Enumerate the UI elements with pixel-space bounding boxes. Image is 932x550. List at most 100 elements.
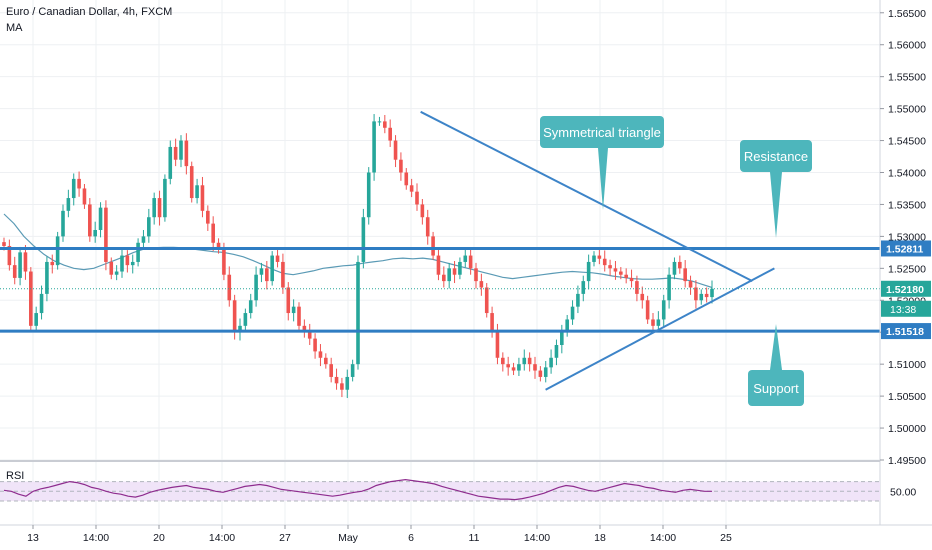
current-price-tag xyxy=(881,280,931,297)
candle-61 xyxy=(329,357,333,383)
y-tick-label-1: 1.56000 xyxy=(888,40,926,52)
candle-48 xyxy=(259,262,264,283)
candle-body xyxy=(50,261,55,266)
candle-body xyxy=(608,265,612,269)
candle-7 xyxy=(39,285,44,320)
candle-body xyxy=(576,293,580,307)
y-tick-label-0: 1.56500 xyxy=(888,8,926,20)
candle-87 xyxy=(468,247,473,275)
candle-body xyxy=(206,210,210,224)
candle-63 xyxy=(340,377,344,398)
candle-body xyxy=(281,261,285,288)
candle-body xyxy=(619,271,623,275)
candle-body xyxy=(683,268,687,282)
candle-body xyxy=(383,121,387,128)
candle-body xyxy=(699,293,704,301)
candle-body xyxy=(517,364,521,371)
candle-body xyxy=(404,172,409,186)
resistance-callout-pointer xyxy=(770,172,782,238)
candle-14 xyxy=(77,171,81,197)
candle-96 xyxy=(517,357,521,376)
resistance-price-tag-label: 1.52811 xyxy=(886,243,924,255)
candle-body xyxy=(291,306,296,314)
candle-105 xyxy=(565,314,569,337)
candle-body xyxy=(377,121,382,123)
candles xyxy=(2,114,714,399)
candle-62 xyxy=(334,368,339,390)
candle-body xyxy=(581,281,586,294)
candle-25 xyxy=(136,238,140,267)
candle-44 xyxy=(238,318,242,341)
candle-body xyxy=(372,121,376,173)
candle-body xyxy=(474,268,478,282)
rsi-label: RSI xyxy=(6,470,25,482)
candle-body xyxy=(592,255,596,262)
candle-12 xyxy=(66,189,71,218)
candle-body xyxy=(141,236,146,243)
candle-body xyxy=(259,268,264,275)
candle-body xyxy=(350,364,355,377)
current-price-tag-label: 1.52180 xyxy=(886,284,924,296)
candle-130 xyxy=(699,289,704,305)
candle-body xyxy=(672,261,677,275)
candle-57 xyxy=(307,323,312,345)
triangle-lower-line xyxy=(545,267,775,391)
candle-body xyxy=(211,223,215,243)
x-tick-label-3: 14:00 xyxy=(209,532,235,544)
candle-127 xyxy=(683,260,687,288)
candle-65 xyxy=(350,359,355,382)
candle-124 xyxy=(667,267,671,309)
candle-83 xyxy=(447,262,451,289)
candle-113 xyxy=(608,259,612,276)
x-tick-label-2: 20 xyxy=(153,532,165,544)
candle-body xyxy=(543,367,548,377)
candle-106 xyxy=(570,300,575,325)
candle-49 xyxy=(265,260,269,290)
candle-121 xyxy=(651,313,655,332)
candle-21 xyxy=(114,265,119,281)
candle-body xyxy=(104,207,108,262)
candle-body xyxy=(114,271,119,275)
time-axis: 13 14:00 20 14:00 27 May 6 11 14:00 18 14:00 25 xyxy=(0,524,932,544)
candle-120 xyxy=(645,295,650,324)
support-callout-pointer xyxy=(770,324,782,370)
y-tick-label-2: 1.55500 xyxy=(888,72,926,84)
candle-body xyxy=(420,204,425,218)
candle-body xyxy=(88,204,92,237)
x-tick-label-7: 11 xyxy=(469,532,480,544)
rsi-panel: 50.00 xyxy=(0,460,916,502)
candle-body xyxy=(189,166,194,199)
candle-93 xyxy=(501,352,505,372)
candle-13 xyxy=(71,173,76,206)
candle-body xyxy=(710,288,714,298)
callout-support: Support xyxy=(748,370,804,406)
horizontal-levels xyxy=(0,246,880,333)
candle-body xyxy=(511,367,516,371)
candle-body xyxy=(597,255,602,259)
candle-37 xyxy=(200,176,205,218)
candle-body xyxy=(613,268,618,272)
candle-6 xyxy=(34,306,38,332)
candle-body xyxy=(678,261,682,269)
candle-body xyxy=(409,185,414,192)
candle-50 xyxy=(270,251,274,286)
candle-body xyxy=(522,357,527,365)
y-tick-label-5: 1.54000 xyxy=(888,168,926,180)
candle-body xyxy=(157,198,162,218)
candle-body xyxy=(23,252,28,272)
triangle-callout-pointer xyxy=(598,148,608,210)
candle-102 xyxy=(549,349,553,374)
candle-body xyxy=(629,277,634,282)
candle-104 xyxy=(560,324,564,354)
y-tick-label-11: 1.51000 xyxy=(888,359,926,371)
candle-109 xyxy=(586,254,591,290)
rsi-band xyxy=(0,481,880,502)
candle-2 xyxy=(12,256,17,285)
candle-body xyxy=(565,319,569,333)
candle-body xyxy=(18,252,22,278)
countdown-tag-label: 13:38 xyxy=(890,304,916,316)
candle-84 xyxy=(452,260,457,284)
candle-23 xyxy=(125,250,130,273)
